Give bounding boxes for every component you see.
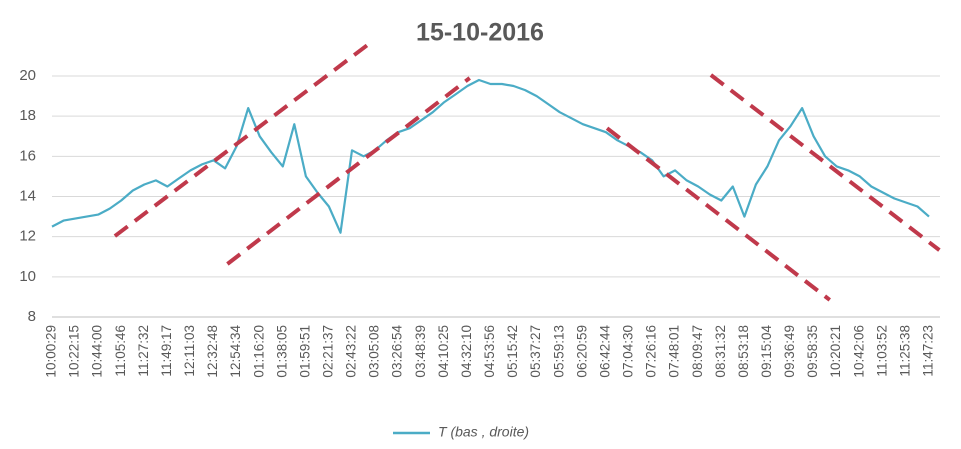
x-tick-label: 04:32:10 [459,325,474,378]
trend-line [226,76,471,266]
x-tick-label: 11:03:52 [874,325,889,377]
trend-line [605,126,831,302]
x-tick-label: 12:54:34 [228,325,243,378]
x-tick-label: 03:05:08 [367,325,382,378]
y-tick-label: 18 [19,107,36,124]
x-tick-label: 07:48:01 [667,325,682,378]
x-tick-label: 11:47:23 [921,325,936,377]
y-tick-label: 14 [19,187,36,204]
x-tick-label: 10:42:06 [851,325,866,378]
x-tick-label: 05:15:42 [505,325,520,378]
x-tick-label: 10:20:21 [828,325,843,378]
series-line [51,78,930,234]
y-tick-label: 16 [19,147,36,164]
x-tick-label: 01:38:05 [274,325,289,378]
x-tick-label: 10:44:00 [90,325,105,378]
x-tick-label: 09:36:49 [782,325,797,378]
x-tick-label: 08:53:18 [736,325,751,378]
x-tick-label: 03:26:54 [390,325,405,378]
y-tick-label: 10 [19,268,36,285]
x-tick-label: 07:26:16 [644,325,659,378]
x-tick-label: 03:48:39 [413,325,428,378]
trend-line [709,73,941,252]
x-tick-label: 06:42:44 [597,325,612,378]
x-tick-label: 11:27:32 [136,325,151,377]
x-tick-label: 10:00:29 [44,325,59,378]
x-tick-label: 01:59:51 [297,325,312,378]
x-tick-label: 11:25:38 [897,325,912,377]
y-tick-label: 20 [19,67,36,84]
x-tick-label: 09:15:04 [759,325,774,378]
y-tick-label: 8 [28,308,36,325]
x-tick-label: 04:10:25 [436,325,451,378]
chart-title: 15-10-2016 [416,19,544,47]
x-tick-label: 07:04:30 [621,325,636,378]
trend-line [113,40,373,238]
x-tick-label: 04:53:56 [482,325,497,378]
y-tick-label: 12 [19,228,36,245]
x-tick-label: 11:49:17 [159,325,174,377]
x-tick-label: 09:58:35 [805,325,820,378]
x-tick-label: 02:43:22 [344,325,359,378]
x-tick-label: 10:22:15 [67,325,82,378]
x-tick-label: 05:59:13 [551,325,566,378]
x-tick-label: 02:21:37 [321,325,336,378]
legend-label: T (bas , droite) [438,424,529,440]
x-tick-label: 05:37:27 [528,325,543,378]
x-tick-label: 01:16:20 [251,325,266,378]
x-tick-label: 08:09:47 [690,325,705,378]
x-tick-label: 08:31:32 [713,325,728,378]
x-tick-label: 12:32:48 [205,325,220,378]
x-tick-label: 12:11:03 [182,325,197,377]
x-tick-label: 11:05:46 [113,325,128,377]
x-tick-label: 06:20:59 [574,325,589,378]
